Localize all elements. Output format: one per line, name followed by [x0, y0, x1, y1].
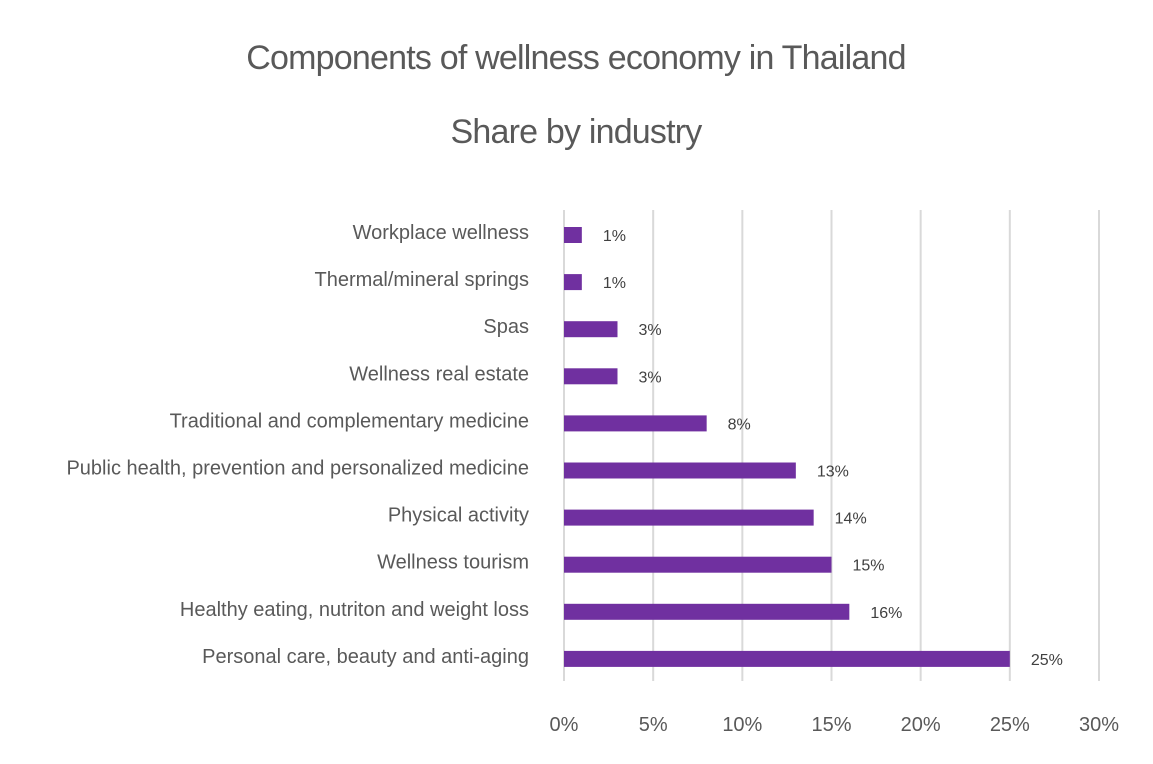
x-tick-label: 10% [722, 714, 762, 736]
x-tick-label: 5% [639, 714, 668, 736]
category-label: Traditional and complementary medicine [170, 410, 529, 432]
data-label: 25% [1031, 652, 1063, 669]
bars [564, 227, 1010, 667]
category-labels: Workplace wellness Thermal/mineral spring… [66, 222, 529, 668]
data-label: 8% [728, 416, 751, 433]
category-label: Workplace wellness [353, 222, 529, 244]
bar [564, 556, 832, 573]
x-tick-label: 25% [990, 714, 1030, 736]
x-tick-label: 20% [901, 714, 941, 736]
bar [564, 509, 814, 526]
bar [564, 603, 850, 620]
bar [564, 321, 618, 338]
x-tick-label: 0% [550, 714, 579, 736]
data-label: 13% [817, 464, 849, 481]
category-label: Thermal/mineral springs [314, 269, 529, 291]
category-label: Wellness tourism [377, 552, 529, 574]
bar [564, 227, 582, 243]
bar [564, 274, 582, 291]
category-label: Spas [483, 316, 529, 338]
category-label: Healthy eating, nutriton and weight loss [180, 599, 529, 621]
data-label: 3% [639, 322, 662, 339]
gridlines [563, 210, 1100, 681]
data-label: 14% [835, 511, 867, 528]
bar [564, 462, 796, 479]
category-label: Public health, prevention and personaliz… [66, 458, 529, 480]
data-label: 1% [603, 228, 626, 245]
bar [564, 650, 1010, 667]
data-label: 16% [870, 605, 902, 622]
x-tick-label: 15% [811, 714, 851, 736]
chart-title: Components of wellness economy in Thaila… [246, 39, 905, 77]
data-label: 15% [853, 558, 885, 575]
chart-subtitle: Share by industry [451, 113, 703, 151]
x-axis-tick-labels: 0% 5% 10% 15% 20% 25% 30% [550, 714, 1120, 736]
bar [564, 368, 618, 385]
x-tick-label: 30% [1079, 714, 1119, 736]
category-label: Personal care, beauty and anti-aging [202, 646, 529, 668]
bar [564, 415, 707, 432]
data-label: 1% [603, 275, 626, 292]
data-label: 3% [639, 369, 662, 386]
category-label: Physical activity [388, 505, 529, 527]
category-label: Wellness real estate [349, 363, 529, 385]
data-labels: 1% 1% 3% 3% 8% 13% 14% 15% 16% 25% [603, 228, 1063, 669]
